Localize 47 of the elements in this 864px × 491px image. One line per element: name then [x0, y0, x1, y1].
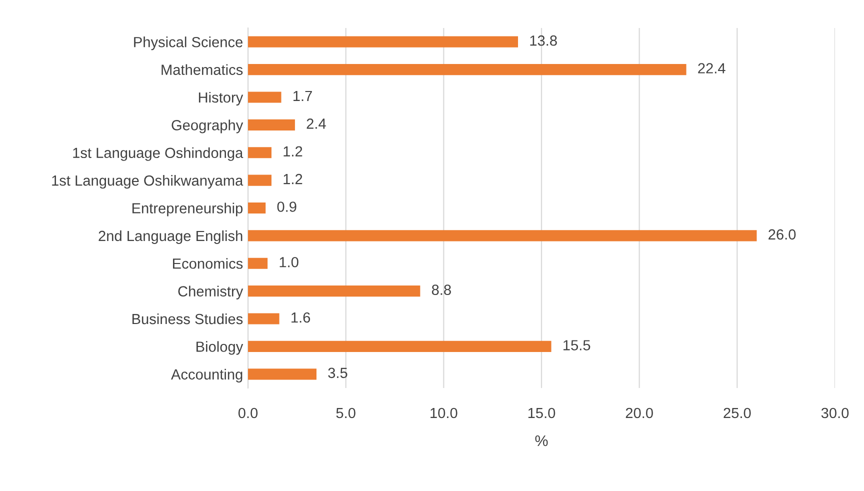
- y-tick-label: Geography: [172, 120, 244, 134]
- y-tick-label: 2nd Language English: [98, 230, 242, 244]
- data-label: 13.8: [530, 35, 557, 46]
- x-tick-label: 0.0: [238, 408, 258, 418]
- bar: [248, 258, 268, 269]
- bar: [248, 340, 552, 352]
- data-label: 0.9: [277, 202, 296, 212]
- data-label: 8.8: [432, 284, 451, 295]
- data-label: 15.5: [564, 340, 590, 350]
- y-tick-label: Accounting: [171, 368, 242, 382]
- y-tick-label: History: [198, 92, 244, 106]
- y-tick-label: Chemistry: [178, 286, 244, 300]
- bar: [248, 368, 316, 380]
- bar: [248, 64, 686, 76]
- bar: [248, 92, 282, 103]
- y-tick-label: Physical Science: [134, 36, 242, 50]
- y-tick-label: 1st Language Oshikwanyama: [52, 175, 244, 189]
- bar: [248, 147, 272, 158]
- x-tick-label: 30.0: [821, 408, 849, 418]
- y-tick-label: Mathematics: [162, 64, 243, 75]
- data-label: 22.4: [698, 63, 726, 74]
- x-tick-label: 25.0: [724, 408, 751, 418]
- y-tick-label: 1st Language Oshindonga: [73, 147, 244, 161]
- y-tick-label: Business Studies: [132, 313, 243, 324]
- data-label: 1.2: [284, 174, 302, 184]
- y-tick-label: Entrepreneurship: [132, 202, 243, 216]
- data-label: 1.2: [284, 146, 302, 156]
- bar: [248, 119, 295, 130]
- y-tick-label: Economics: [173, 258, 243, 269]
- data-label: 3.5: [328, 368, 348, 378]
- x-tick-label: 10.0: [430, 408, 458, 418]
- x-tick-label: 20.0: [626, 408, 653, 418]
- data-label: 26.0: [768, 229, 796, 240]
- bar: [248, 202, 266, 214]
- data-label: 2.4: [306, 118, 326, 129]
- data-label: 1.7: [293, 90, 312, 101]
- y-tick-label: Biology: [196, 341, 244, 355]
- x-axis-title: %: [535, 435, 548, 446]
- data-label: 1.6: [292, 312, 310, 323]
- bar: [248, 313, 280, 324]
- x-tick-label: 5.0: [336, 408, 356, 418]
- data-label: 1.0: [280, 256, 298, 268]
- bar: [248, 230, 757, 242]
- bar: [248, 286, 420, 297]
- x-tick-label: 15.0: [528, 408, 556, 418]
- bar: [248, 36, 518, 48]
- bar: [248, 174, 272, 186]
